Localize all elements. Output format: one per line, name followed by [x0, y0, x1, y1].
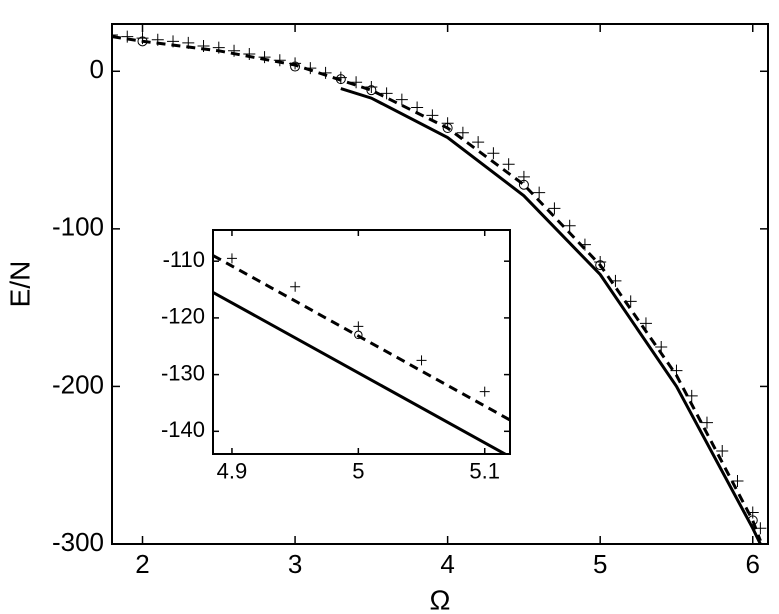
plus-marker — [411, 101, 424, 114]
x-tick-label: 3 — [288, 549, 302, 579]
plus-marker — [365, 81, 378, 94]
y-tick-label: -100 — [52, 212, 104, 242]
plus-marker — [533, 186, 546, 199]
plot-frame — [111, 23, 769, 545]
plus-marker — [594, 255, 607, 268]
plus-marker — [121, 30, 134, 43]
plus-marker — [517, 170, 530, 183]
plus-marker — [228, 44, 241, 57]
plus-marker — [456, 126, 469, 139]
circle-marker — [366, 85, 377, 96]
x-tick-label: 6 — [746, 549, 760, 579]
plus-marker — [350, 76, 363, 89]
plus-marker — [151, 33, 164, 46]
plus-marker — [136, 32, 149, 45]
x-tick-label: 5.1 — [469, 459, 500, 484]
plus-marker — [479, 386, 490, 397]
plus-marker — [685, 389, 698, 402]
circle-marker — [137, 36, 148, 47]
circle-marker — [442, 123, 453, 133]
x-tick-label: 5 — [593, 549, 607, 579]
plot-area — [213, 230, 510, 454]
plus-marker — [258, 51, 271, 64]
plus-marker — [746, 506, 759, 519]
plus-marker — [754, 522, 767, 535]
plus-marker — [578, 238, 591, 251]
x-tick-label: 5 — [352, 459, 364, 484]
x-tick-label: 2 — [135, 549, 149, 579]
series-line — [340, 87, 762, 544]
plus-marker — [563, 219, 576, 232]
plus-marker — [112, 29, 118, 42]
plus-marker — [487, 147, 500, 160]
y-axis-label: E/N — [4, 261, 35, 308]
y-tick-label: 0 — [90, 54, 104, 84]
plus-marker — [700, 416, 713, 429]
circle-marker — [290, 61, 301, 72]
series-group — [213, 253, 510, 454]
plus-marker — [380, 87, 393, 100]
x-tick-label: 4 — [440, 549, 454, 579]
plot-frame — [212, 229, 511, 455]
plus-marker — [243, 47, 256, 60]
plus-marker — [609, 274, 622, 287]
circle-marker — [747, 515, 758, 526]
plus-marker — [670, 364, 683, 377]
plus-marker — [289, 57, 302, 70]
plus-marker — [472, 136, 485, 149]
plus-marker — [197, 40, 210, 53]
plus-marker — [426, 109, 439, 122]
y-tick-label: -130 — [161, 360, 205, 385]
plus-marker — [416, 355, 427, 366]
plus-marker — [182, 36, 195, 49]
circle-marker — [335, 74, 346, 85]
plus-marker — [624, 295, 637, 308]
plus-marker — [548, 202, 561, 215]
y-tick-label: -120 — [161, 304, 205, 329]
plus-marker — [655, 341, 668, 354]
plus-marker — [639, 317, 652, 330]
plus-marker — [716, 445, 729, 458]
y-tick-label: -110 — [163, 247, 205, 272]
plus-marker — [502, 158, 515, 171]
plus-marker — [319, 66, 332, 79]
series-group — [112, 29, 767, 544]
circle-marker — [518, 179, 529, 190]
plus-marker — [290, 281, 301, 292]
circle-marker — [595, 260, 606, 271]
x-tick-label: 4.9 — [217, 459, 248, 484]
y-tick-label: -200 — [52, 369, 104, 399]
plus-marker — [226, 253, 237, 264]
plus-marker — [167, 35, 180, 48]
y-tick-label: -300 — [52, 527, 104, 557]
series-line — [213, 291, 509, 454]
plus-marker — [395, 93, 408, 106]
y-tick-label: -140 — [161, 417, 205, 442]
x-axis-label: Ω — [430, 584, 451, 614]
plus-marker — [212, 41, 225, 54]
plus-marker — [731, 474, 744, 487]
plus-marker — [273, 54, 286, 67]
plus-marker — [353, 321, 364, 332]
plus-marker — [304, 62, 317, 75]
circle-marker — [354, 330, 363, 340]
